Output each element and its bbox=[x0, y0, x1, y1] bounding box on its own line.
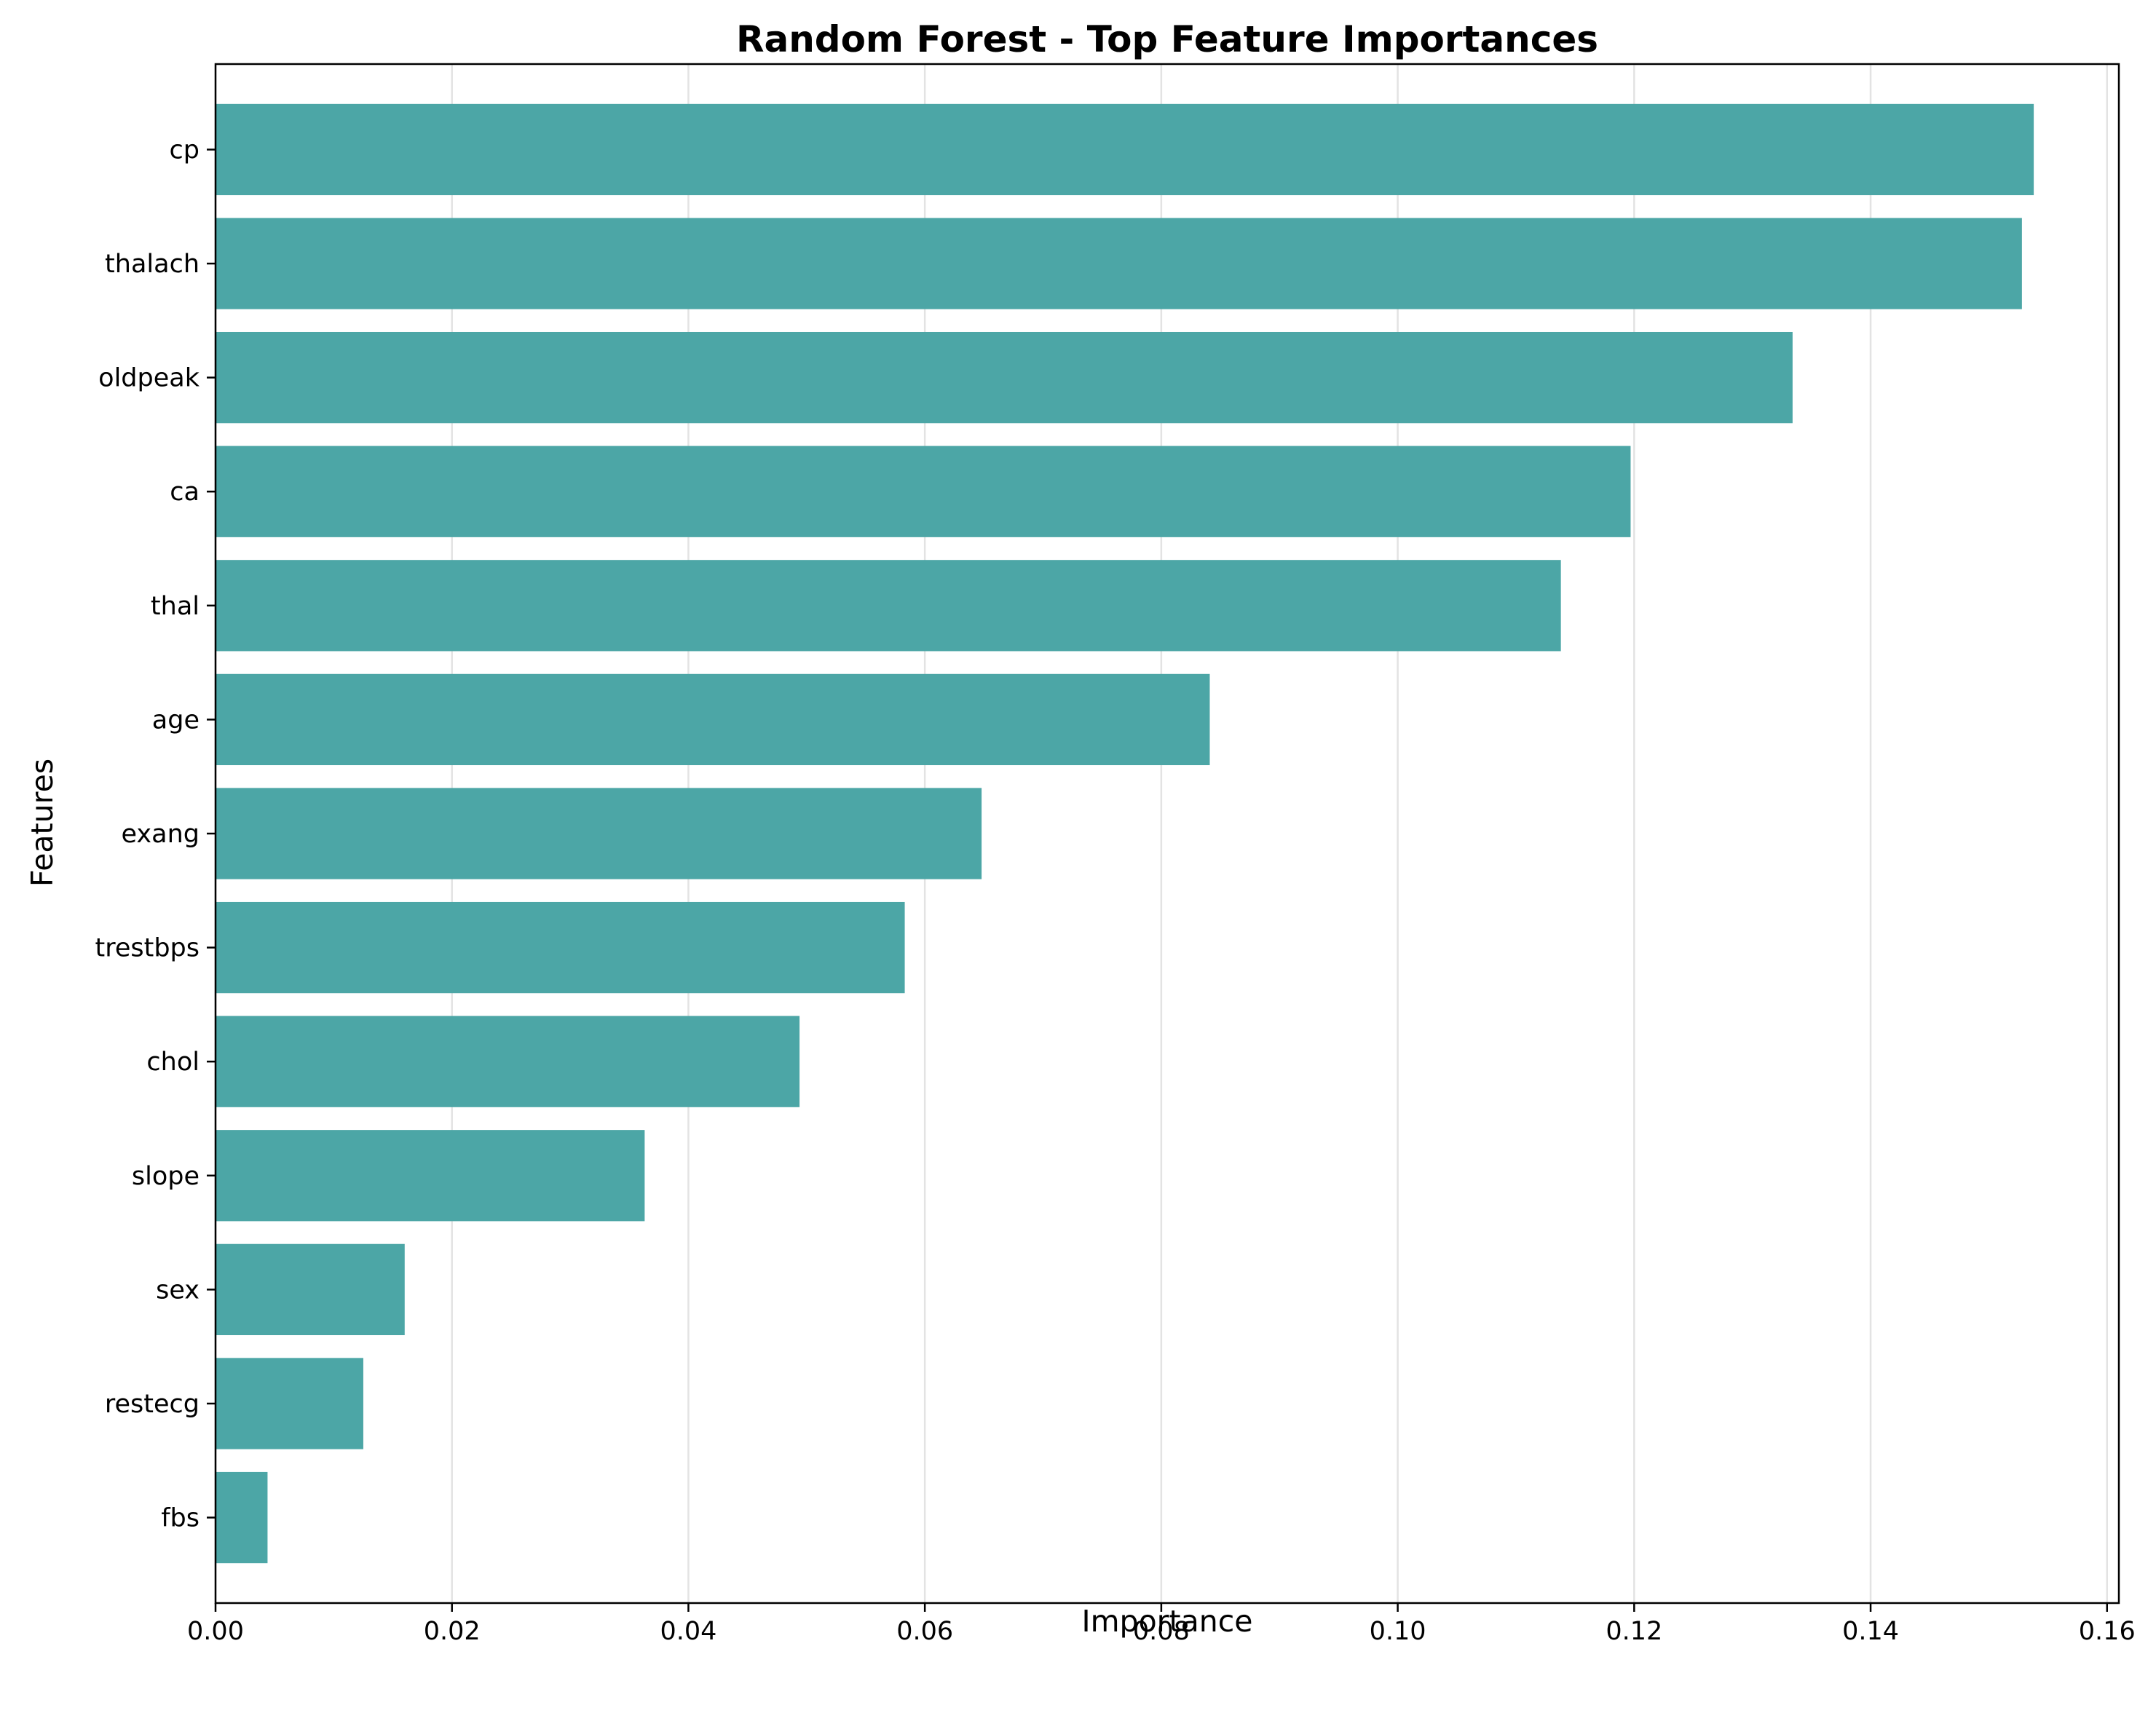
bar-series bbox=[216, 103, 2034, 1564]
x-tick-label: 0.06 bbox=[896, 1617, 953, 1646]
y-tick-label-thal: thal bbox=[151, 592, 200, 621]
x-tick-label: 0.08 bbox=[1133, 1617, 1190, 1646]
y-tick-label-age: age bbox=[152, 705, 200, 735]
bar-thal bbox=[216, 560, 1561, 652]
bar-trestbps bbox=[216, 901, 905, 994]
x-tick-label: 0.02 bbox=[424, 1617, 481, 1646]
chart-title: Random Forest - Top Feature Importances bbox=[736, 18, 1598, 60]
x-tick-label: 0.16 bbox=[2079, 1617, 2136, 1646]
y-tick-label-cp: cp bbox=[170, 135, 200, 165]
y-tick-label-oldpeak: oldpeak bbox=[98, 364, 200, 393]
y-tick-label-ca: ca bbox=[170, 478, 200, 507]
bar-oldpeak bbox=[216, 331, 1793, 424]
bar-thalach bbox=[216, 218, 2022, 309]
bar-ca bbox=[216, 446, 1631, 537]
x-tick-label: 0.10 bbox=[1370, 1617, 1426, 1646]
bar-chol bbox=[216, 1016, 800, 1107]
bar-slope bbox=[216, 1130, 645, 1222]
y-tick-label-chol: chol bbox=[146, 1048, 200, 1077]
y-tick-label-exang: exang bbox=[122, 820, 200, 849]
bar-fbs bbox=[216, 1471, 268, 1564]
x-tick-label: 0.14 bbox=[1842, 1617, 1899, 1646]
bar-age bbox=[216, 673, 1210, 766]
y-tick-label-trestbps: trestbps bbox=[95, 934, 200, 963]
y-tick-label-thalach: thalach bbox=[105, 250, 200, 279]
x-axis-ticks: 0.00 0.02 0.04 0.06 0.08 0.10 0.12 0.14 0.16 bbox=[187, 1603, 2136, 1646]
x-tick-label: 0.00 bbox=[187, 1617, 244, 1646]
x-tick-label: 0.12 bbox=[1606, 1617, 1662, 1646]
y-tick-label-restecg: restecg bbox=[105, 1390, 200, 1419]
y-tick-label-fbs: fbs bbox=[161, 1504, 200, 1533]
y-tick-label-slope: slope bbox=[132, 1162, 200, 1191]
bar-sex bbox=[216, 1243, 405, 1336]
bar-restecg bbox=[216, 1358, 363, 1449]
x-axis-label: Importance bbox=[1082, 1604, 1253, 1639]
bar-exang bbox=[216, 788, 982, 879]
y-tick-label-sex: sex bbox=[156, 1275, 200, 1305]
bar-cp bbox=[216, 103, 2034, 196]
y-axis-ticks: cp thalach oldpeak ca thal age exang trestbps ch… bbox=[95, 135, 216, 1533]
y-axis-label: Features bbox=[25, 759, 60, 887]
x-tick-label: 0.04 bbox=[660, 1617, 716, 1646]
